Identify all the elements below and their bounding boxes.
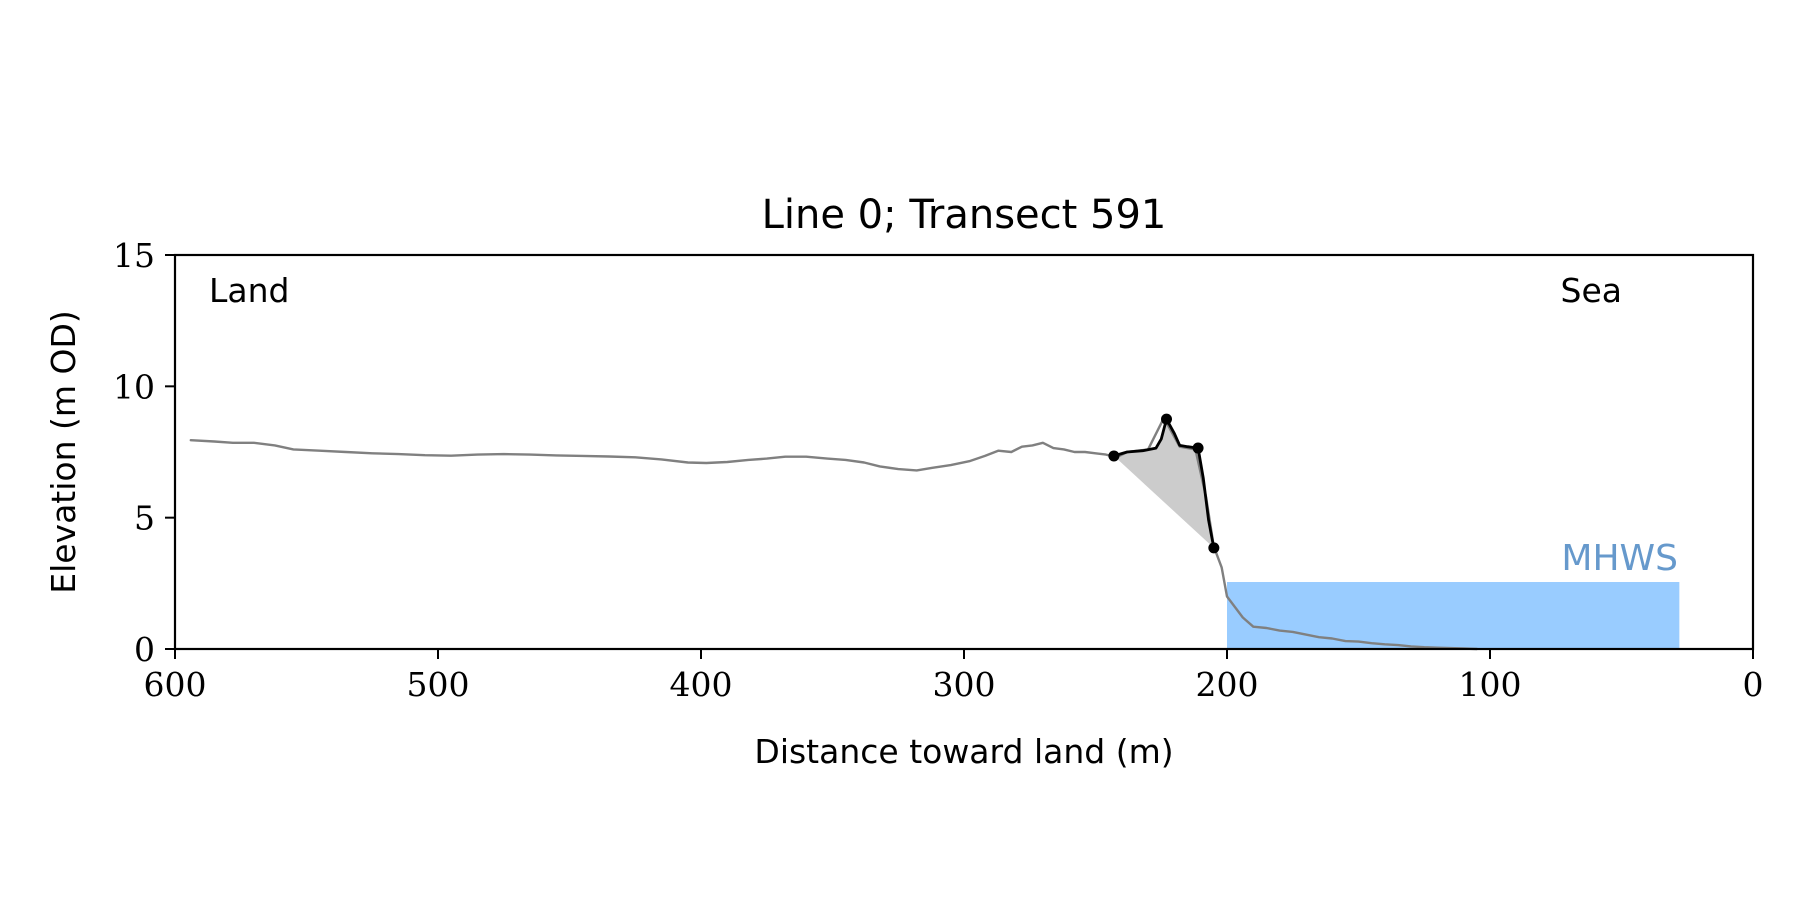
- mhws-label: MHWS: [1561, 538, 1678, 579]
- x-tick-label: 0: [1743, 665, 1764, 704]
- x-tick-label: 600: [144, 665, 207, 704]
- y-tick-label: 0: [134, 630, 155, 669]
- y-ticks-layer: 0 5 10 15: [113, 236, 175, 669]
- x-tick-label: 400: [670, 665, 733, 704]
- key-point: [1192, 442, 1204, 454]
- x-tick-label: 300: [933, 665, 996, 704]
- key-point: [1108, 450, 1120, 462]
- sea-annotation: Sea: [1561, 271, 1622, 310]
- series-line-highlight: [1112, 417, 1216, 550]
- chart-title: Line 0; Transect 591: [762, 192, 1167, 238]
- x-tick-label: 100: [1459, 665, 1522, 704]
- x-tick-label: 200: [1196, 665, 1259, 704]
- y-tick-label: 15: [113, 236, 155, 275]
- land-annotation: Land: [209, 271, 289, 310]
- shaded-area: [1113, 419, 1214, 548]
- key-point: [1161, 413, 1173, 425]
- mhws-band-layer: [1227, 582, 1680, 649]
- key-points-layer: [1108, 413, 1220, 554]
- x-tick-label: 500: [407, 665, 470, 704]
- shaded-area-layer: [1113, 419, 1214, 548]
- x-axis-label: Distance toward land (m): [754, 732, 1173, 771]
- series-line-profile: [189, 416, 1479, 651]
- mhws-band: [1227, 582, 1680, 649]
- y-tick-label: 10: [113, 367, 155, 406]
- x-ticks-layer: 600 500 400 300 200 100 0: [144, 649, 1764, 704]
- key-point: [1208, 542, 1220, 554]
- y-tick-label: 5: [134, 499, 155, 538]
- series-layer: [189, 416, 1479, 651]
- y-axis-label: Elevation (m OD): [44, 310, 83, 594]
